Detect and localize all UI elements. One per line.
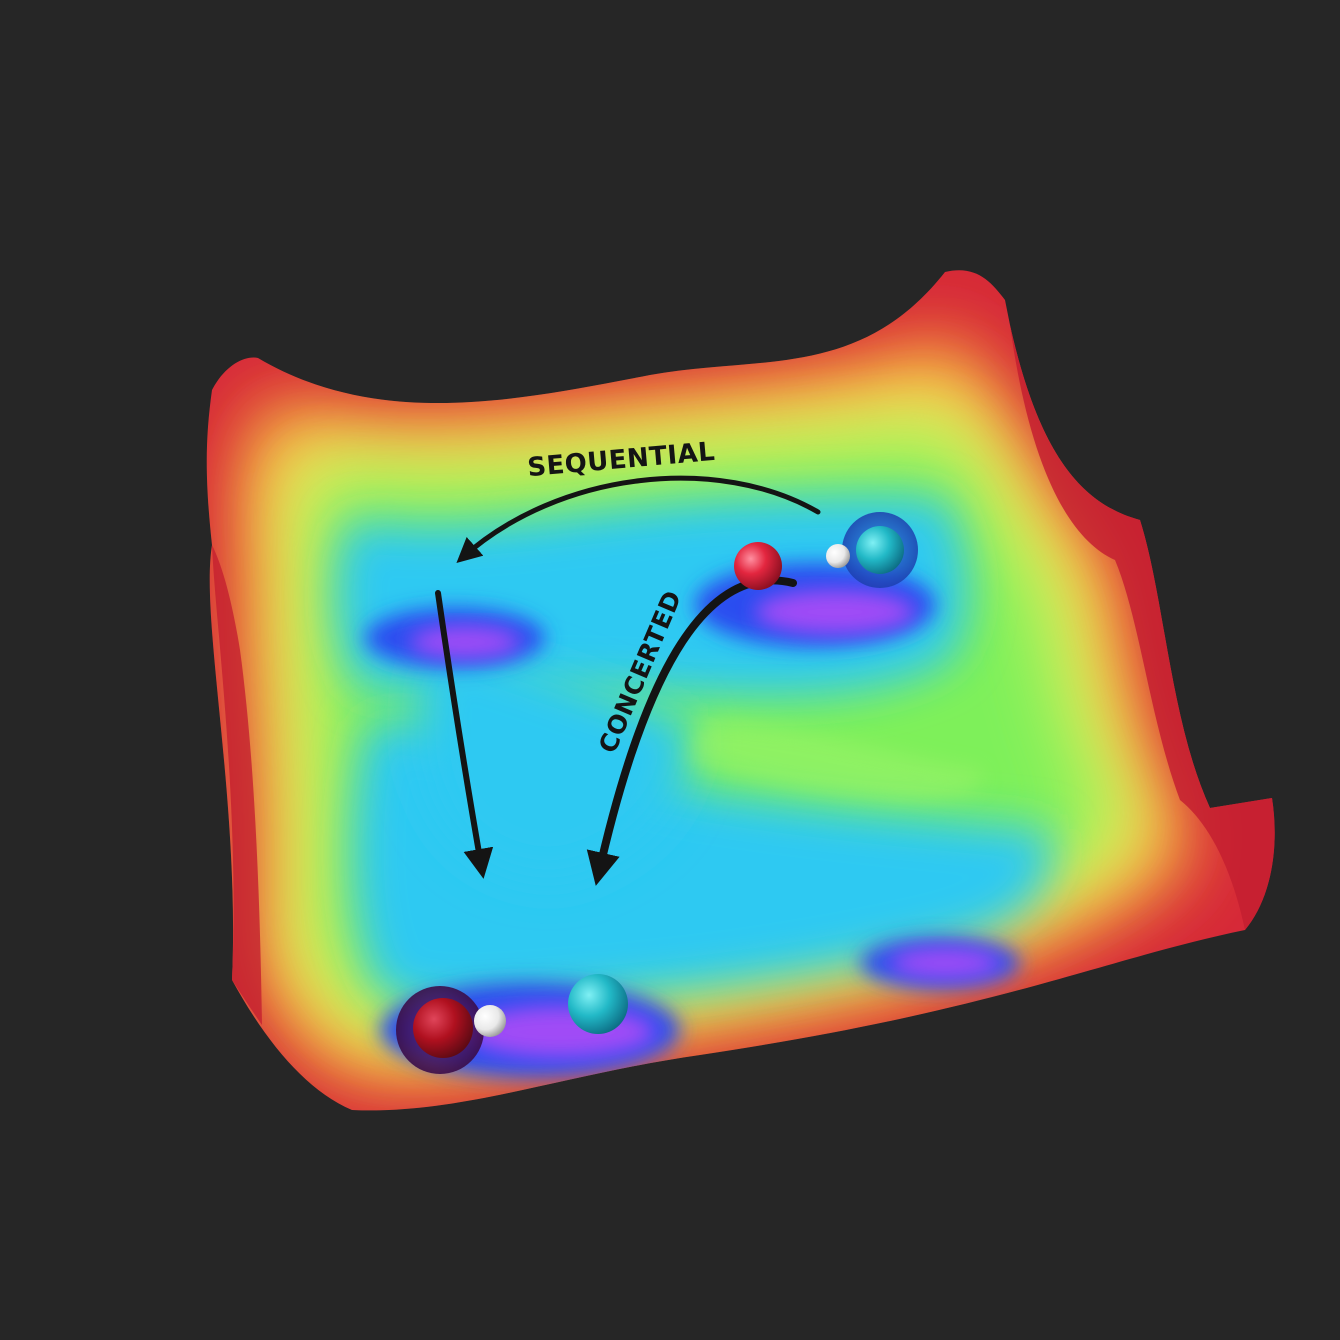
partner-atom	[568, 974, 628, 1034]
surface-right-wall	[1010, 325, 1275, 930]
surface-left-wall	[212, 545, 262, 1025]
product-molecule	[396, 974, 628, 1074]
oxygen-atom	[734, 542, 782, 590]
surface-cyan-valley	[418, 640, 692, 880]
surface-saddle-ridge	[690, 720, 982, 800]
energy-surface	[206, 270, 1275, 1111]
hydrogen-atom	[826, 544, 850, 568]
hydrogen-atom	[474, 1005, 506, 1037]
partner-atom	[856, 526, 904, 574]
sequential-arrow-step2	[435, 590, 494, 879]
reactant-molecule	[734, 512, 918, 590]
oxygen-atom	[413, 998, 473, 1058]
intermediate-well	[365, 608, 545, 668]
side-well	[860, 937, 1020, 989]
sequential-arrow-step1	[456, 475, 821, 564]
